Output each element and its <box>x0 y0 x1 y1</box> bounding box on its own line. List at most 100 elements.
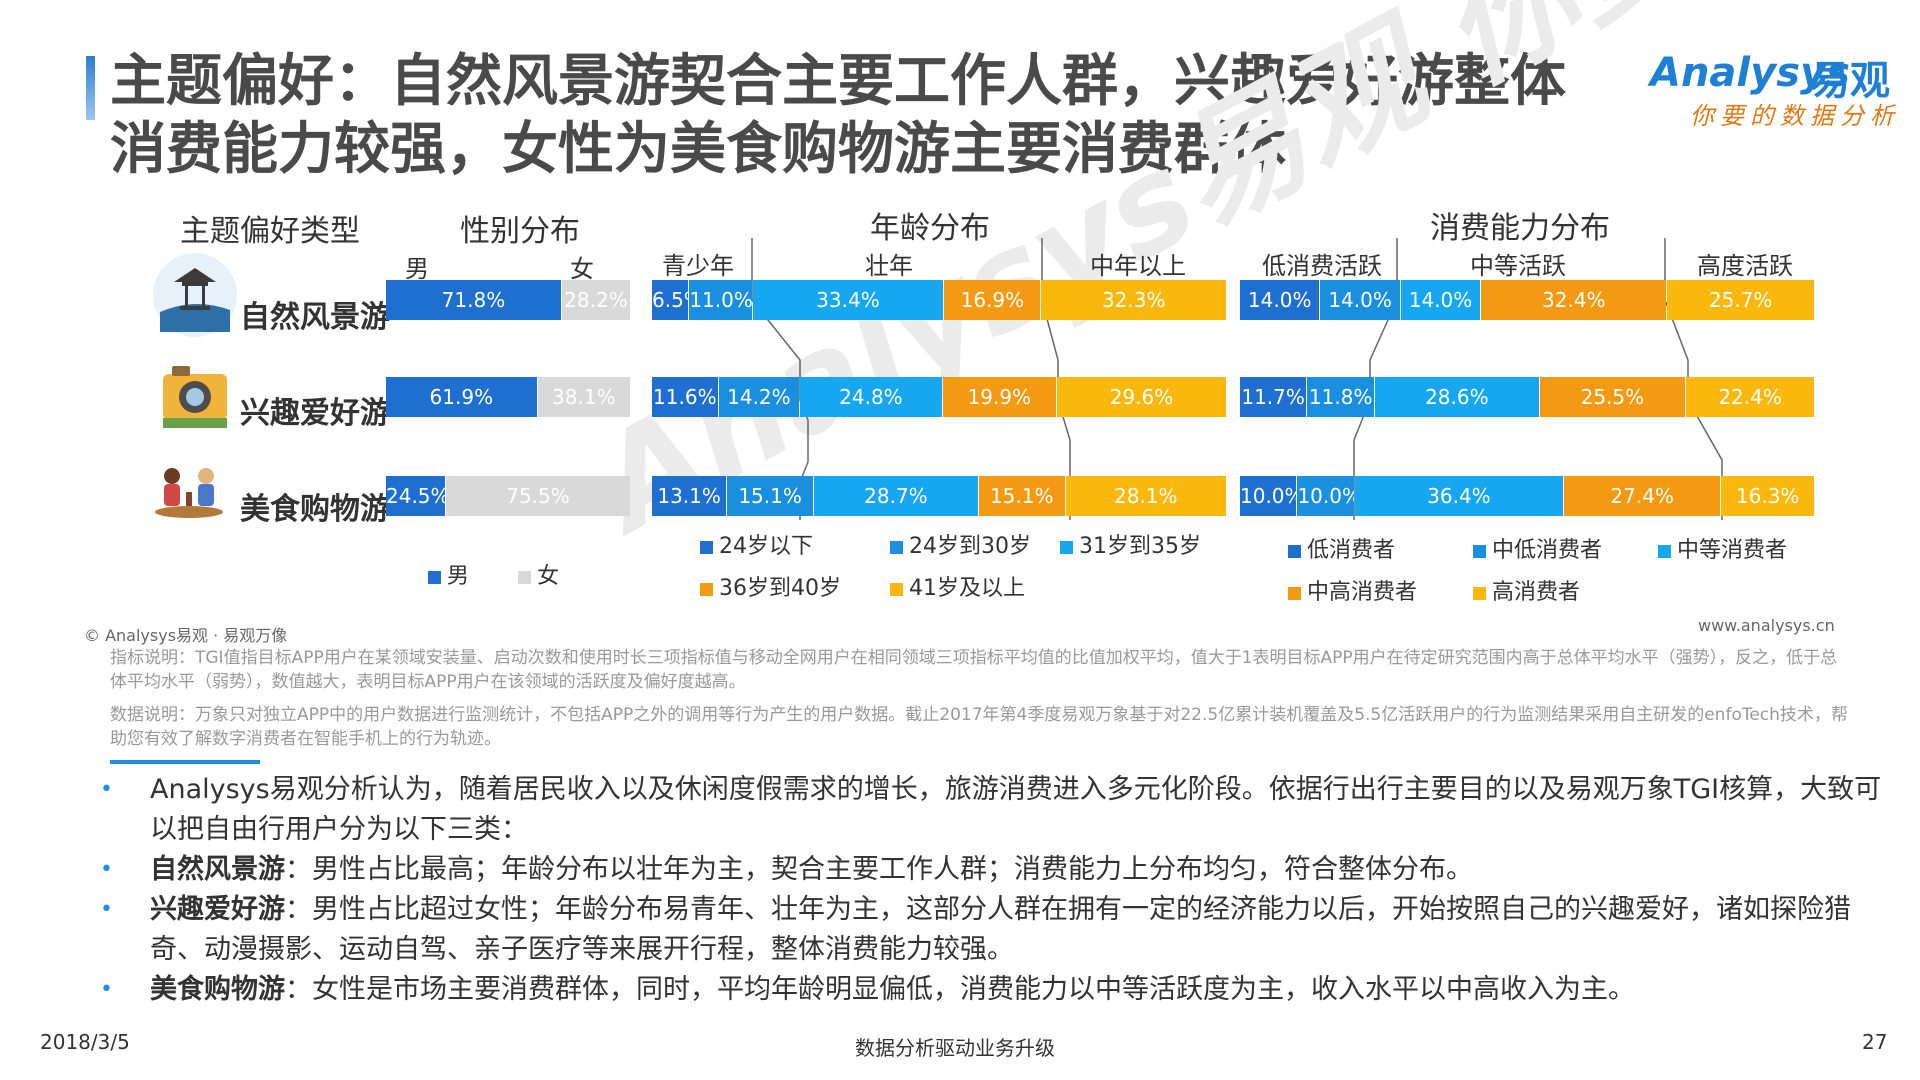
consume-bar-r1-s3: 14.0% <box>1400 280 1481 320</box>
subheader-age-prime: 壮年 <box>865 252 913 280</box>
gender-legend: 男 女 <box>428 558 559 590</box>
legend-swatch-consume-1 <box>1288 544 1301 558</box>
legend-age-2: 24岁到30岁 <box>890 528 1060 560</box>
gender-bar-r3-s1: 24.5% <box>386 476 446 516</box>
age-bar-r3-s5: 28.1% <box>1065 476 1226 516</box>
legend-consume-4-label: 中高消费者 <box>1307 580 1418 605</box>
row-label-food: 美食购物游 <box>240 492 390 527</box>
bullet-dot: • <box>100 977 113 1002</box>
legend-age-4: 36岁到40岁 <box>700 570 890 602</box>
age-bar-r2-s3: 24.8% <box>800 377 942 417</box>
age-bar-r1-s3: 33.4% <box>752 280 944 320</box>
age-bar-r2-s1: 11.6% <box>652 377 718 417</box>
legend-swatch-age-3 <box>1060 540 1073 554</box>
legend-consume-3-label: 中等消费者 <box>1677 538 1788 563</box>
bullet-1-text: Analysys易观分析认为，随着居民收入以及休闲度假需求的增长，旅游消费进入多… <box>150 774 1882 845</box>
subheader-consume-low: 低消费活跃 <box>1262 252 1382 280</box>
camera-icon <box>163 366 227 428</box>
legend-male-label: 男 <box>447 564 470 589</box>
age-chart: 6.5%11.0%33.4%16.9%32.3%11.6%14.2%24.8%1… <box>652 280 1227 520</box>
legend-age-1-label: 24岁以下 <box>719 534 813 559</box>
bullet-dot: • <box>100 857 113 882</box>
consume-bar-r2-s3: 28.6% <box>1375 377 1539 417</box>
subheader-age-youth: 青少年 <box>662 252 734 280</box>
age-bar-r3-s4: 15.1% <box>978 476 1065 516</box>
gender-bar-r1-s1: 71.8% <box>386 280 561 320</box>
age-bar-r1-s1: 6.5% <box>652 280 689 320</box>
consume-bar-r3-s5: 16.3% <box>1721 476 1814 516</box>
page-title: 主题偏好：自然风景游契合主要工作人群，兴趣爱好游整体 消费能力较强，女性为美食购… <box>110 48 1590 184</box>
consume-chart: 14.0% 14.0% 14.0% 32.4% 25.7% 11.7% 11.8% 28.6%… <box>1240 280 1815 520</box>
legend-age-2-label: 24岁到30岁 <box>909 534 1031 559</box>
dining-people-icon <box>155 468 223 518</box>
row-label-hobby: 兴趣爱好游 <box>240 396 390 431</box>
footer-center: 数据分析驱动业务升级 <box>855 1036 1055 1060</box>
header-theme-type: 主题偏好类型 <box>180 214 360 249</box>
consume-bar-r1-s2: 14.0% <box>1320 280 1400 320</box>
bullet-2-text: ：男性占比最高；年龄分布以壮年为主，契合主要工作人群；消费能力上分布均匀，符合整… <box>285 854 1473 885</box>
age-bar-r2-s4: 19.9% <box>942 377 1056 417</box>
bullet-4-text: ：女性是市场主要消费群体，同时，平均年龄明显偏低，消费能力以中等活跃度为主，收入… <box>285 974 1635 1005</box>
legend-consume-3: 中等消费者 <box>1658 532 1787 564</box>
consume-bar-r1-s1: 14.0% <box>1240 280 1320 320</box>
consume-bar-r1-s4: 32.4% <box>1481 280 1667 320</box>
legend-female: 女 <box>518 564 559 589</box>
subheader-age-middle: 中年以上 <box>1090 252 1186 280</box>
bullet-3: • 兴趣爱好游：男性占比超过女性；年龄分布易青年、壮年为主，这部分人群在拥有一定的… <box>100 890 1900 970</box>
legend-swatch-male <box>428 570 441 584</box>
age-bar-r3-s3: 28.7% <box>813 476 978 516</box>
bullet-4: • 美食购物游：女性是市场主要消费群体，同时，平均年龄明显偏低，消费能力以中等活跃… <box>100 970 1900 1010</box>
age-bar-r2-s2: 14.2% <box>718 377 800 417</box>
legend-consume-2-label: 中低消费者 <box>1492 538 1603 563</box>
legend-consume-1: 低消费者 <box>1288 532 1473 564</box>
legend-consume-4: 中高消费者 <box>1288 574 1473 606</box>
consume-bar-r2-s5: 22.4% <box>1686 377 1814 417</box>
row-label-nature: 自然风景游 <box>240 300 390 335</box>
gender-chart: 71.8% 28.2% 61.9% 38.1% 24.5% 75.5% <box>386 280 631 520</box>
age-bar-r1-s5: 32.3% <box>1041 280 1226 320</box>
consume-legend: 低消费者 中低消费者 中等消费者 中高消费者 高消费者 <box>1288 532 1848 606</box>
analysis-bullets: • Analysys易观分析认为，随着居民收入以及休闲度假需求的增长，旅游消费进入… <box>100 770 1900 1010</box>
legend-swatch-age-5 <box>890 582 903 596</box>
logo-slogan: 你要的数据分析 <box>1690 102 1900 130</box>
consume-bar-r3-s3: 36.4% <box>1354 476 1563 516</box>
header-age: 年龄分布 <box>870 211 990 246</box>
legend-swatch-age-4 <box>700 582 713 596</box>
legend-age-5-label: 41岁及以上 <box>909 576 1025 601</box>
header-gender: 性别分布 <box>460 214 580 249</box>
legend-age-4-label: 36岁到40岁 <box>719 576 841 601</box>
legend-swatch-female <box>518 570 532 584</box>
gender-bar-r3-s2: 75.5% <box>446 476 630 516</box>
bullet-1: • Analysys易观分析认为，随着居民收入以及休闲度假需求的增长，旅游消费进入… <box>100 770 1900 850</box>
legend-female-label: 女 <box>537 564 560 589</box>
consume-bar-r3-s4: 27.4% <box>1563 476 1721 516</box>
legend-swatch-age-2 <box>890 540 903 554</box>
legend-age-3-label: 31岁到35岁 <box>1079 534 1201 559</box>
age-bar-r3-s2: 15.1% <box>727 476 813 516</box>
footer-date: 2018/3/5 <box>40 1030 130 1054</box>
notes-divider <box>110 760 260 764</box>
header-consume: 消费能力分布 <box>1430 211 1610 246</box>
pavilion-icon <box>153 253 237 337</box>
legend-consume-5-label: 高消费者 <box>1492 580 1581 605</box>
gender-bar-r2-s1: 61.9% <box>386 377 537 417</box>
legend-consume-1-label: 低消费者 <box>1307 538 1396 563</box>
legend-swatch-consume-4 <box>1288 586 1301 600</box>
subheader-consume-high: 高度活跃 <box>1697 252 1793 280</box>
page-title-line2: 消费能力较强，女性为美食购物游主要消费群体 <box>110 117 1286 182</box>
bullet-2: • 自然风景游：男性占比最高；年龄分布以壮年为主，契合主要工作人群；消费能力上分布… <box>100 850 1900 890</box>
source-right: www.analysys.cn <box>1698 616 1835 635</box>
legend-consume-5: 高消费者 <box>1473 574 1580 606</box>
note-indicator: 指标说明：TGI值指目标APP用户在某领域安装量、启动次数和使用时长三项指标值与… <box>110 648 1838 692</box>
bullet-dot: • <box>100 777 113 802</box>
bullet-3-bold: 兴趣爱好游 <box>150 894 285 925</box>
title-accent-bar <box>86 56 95 120</box>
legend-swatch-consume-5 <box>1473 586 1486 600</box>
consume-bar-r3-s2: 10.0% <box>1297 476 1354 516</box>
bullet-4-bold: 美食购物游 <box>150 974 285 1005</box>
bullet-dot: • <box>100 897 113 922</box>
subheader-female: 女 <box>570 255 594 283</box>
legend-age-1: 24岁以下 <box>700 528 890 560</box>
note-data: 数据说明：万象只对独立APP中的用户数据进行监测统计，不包括APP之外的调用等行… <box>110 705 1848 749</box>
gender-bar-r1-s2: 28.2% <box>561 280 630 320</box>
